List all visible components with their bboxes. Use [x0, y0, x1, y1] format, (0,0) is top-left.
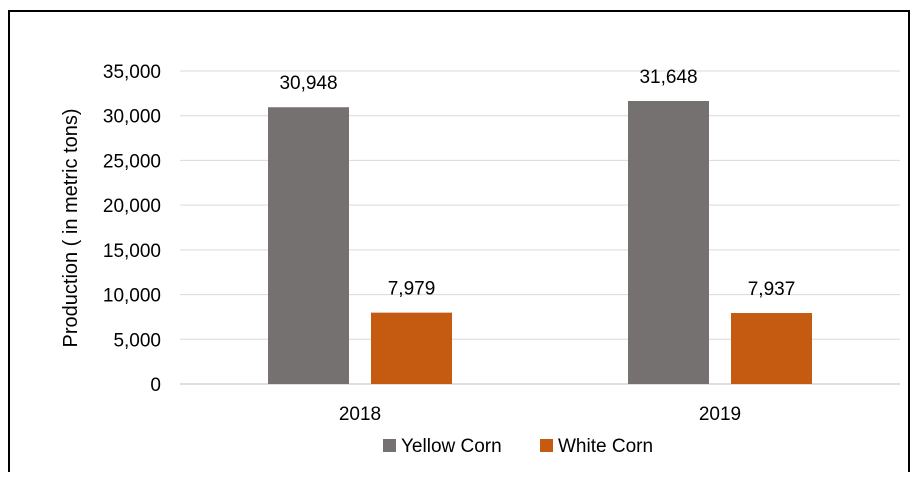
chart-frame [8, 10, 910, 472]
bar-white-corn-2019 [731, 313, 812, 384]
legend-swatch [540, 439, 553, 452]
y-tick-label: 35,000 [103, 62, 161, 83]
y-tick-label: 15,000 [103, 241, 161, 262]
legend-label: Yellow Corn [401, 436, 502, 457]
data-label: 31,648 [639, 67, 697, 88]
y-tick-label: 5,000 [113, 330, 161, 351]
bar-yellow-corn-2018 [268, 107, 349, 385]
legend-swatch [383, 439, 396, 452]
data-label: 7,937 [748, 279, 796, 300]
x-tick-label: 2018 [339, 404, 381, 425]
x-axis-ticks: 2018 2019 [339, 404, 741, 425]
data-label: 7,979 [388, 279, 436, 300]
legend: Yellow Corn White Corn [383, 436, 653, 457]
bar-white-corn-2018 [371, 312, 452, 384]
y-axis-ticks: 0 5,000 10,000 15,000 20,000 25,000 30,000 35,0… [103, 62, 161, 396]
y-tick-label: 20,000 [103, 196, 161, 217]
data-label: 30,948 [279, 73, 337, 94]
y-tick-label: 0 [150, 375, 161, 396]
y-tick-label: 30,000 [103, 107, 161, 128]
bars [268, 100, 812, 385]
data-labels: 30,948 7,979 31,648 7,937 [279, 67, 795, 300]
legend-label: White Corn [558, 436, 653, 457]
bar-yellow-corn-2019 [628, 100, 709, 385]
x-tick-label: 2019 [699, 404, 741, 425]
y-tick-label: 25,000 [103, 151, 161, 172]
y-axis-label: Production ( in metric tons) [60, 109, 82, 348]
y-tick-label: 10,000 [103, 286, 161, 307]
